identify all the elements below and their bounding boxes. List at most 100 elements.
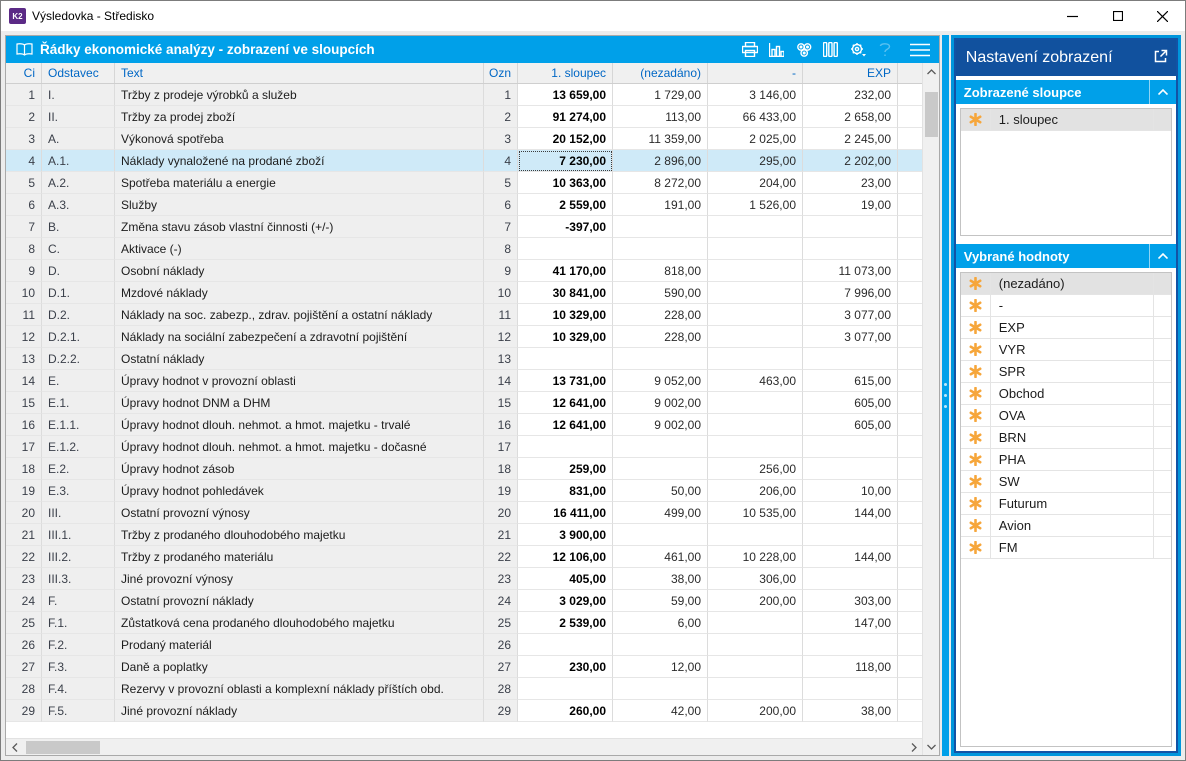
settings-button[interactable] xyxy=(844,36,871,63)
cell-nezadano[interactable]: 9 002,00 xyxy=(613,414,708,436)
horizontal-scroll-thumb[interactable] xyxy=(26,740,100,754)
cell-sloupec1[interactable]: 16 411,00 xyxy=(518,502,613,524)
cell-dash[interactable] xyxy=(708,238,803,260)
table-row[interactable]: 26 F.2. Prodaný materiál 26 xyxy=(6,634,922,656)
cell-sloupec1[interactable]: 13 659,00 xyxy=(518,84,613,106)
scroll-up-button[interactable] xyxy=(923,63,940,80)
table-row[interactable]: 27 F.3. Daně a poplatky 27 230,00 12,00 … xyxy=(6,656,922,678)
list-item[interactable]: 1. sloupec xyxy=(960,109,1171,131)
table-row[interactable]: 22 III.2. Tržby z prodaného materiálu 22… xyxy=(6,546,922,568)
scroll-right-button[interactable] xyxy=(905,739,922,756)
table-row[interactable]: 7 B. Změna stavu zásob vlastní činnosti … xyxy=(6,216,922,238)
cell-sloupec1[interactable]: 13 731,00 xyxy=(518,370,613,392)
cell-exp[interactable] xyxy=(803,634,898,656)
cell-exp[interactable]: 144,00 xyxy=(803,546,898,568)
cell-exp[interactable]: 23,00 xyxy=(803,172,898,194)
cell-nezadano[interactable]: 499,00 xyxy=(613,502,708,524)
cell-exp[interactable] xyxy=(803,216,898,238)
cell-nezadano[interactable]: 42,00 xyxy=(613,700,708,722)
cell-sloupec1[interactable]: 91 274,00 xyxy=(518,106,613,128)
cell-exp[interactable]: 11 073,00 xyxy=(803,260,898,282)
table-row[interactable]: 19 E.3. Úpravy hodnot pohledávek 19 831,… xyxy=(6,480,922,502)
cell-exp[interactable]: 144,00 xyxy=(803,502,898,524)
print-button[interactable] xyxy=(736,36,763,63)
cell-sloupec1[interactable]: 3 029,00 xyxy=(518,590,613,612)
cell-nezadano[interactable]: 59,00 xyxy=(613,590,708,612)
list-item[interactable]: SPR xyxy=(960,361,1171,383)
column-header-text[interactable]: Text xyxy=(115,63,484,83)
cell-nezadano[interactable]: 113,00 xyxy=(613,106,708,128)
cell-dash[interactable]: 1 526,00 xyxy=(708,194,803,216)
chart-button[interactable] xyxy=(763,36,790,63)
cell-dash[interactable] xyxy=(708,436,803,458)
cell-sloupec1[interactable] xyxy=(518,238,613,260)
list-item[interactable]: Futurum xyxy=(960,493,1171,515)
cell-sloupec1[interactable]: 230,00 xyxy=(518,656,613,678)
cell-nezadano[interactable]: 9 002,00 xyxy=(613,392,708,414)
vertical-scrollbar[interactable] xyxy=(922,63,939,755)
cell-nezadano[interactable] xyxy=(613,436,708,458)
table-row[interactable]: 28 F.4. Rezervy v provozní oblasti a kom… xyxy=(6,678,922,700)
cell-exp[interactable]: 3 077,00 xyxy=(803,304,898,326)
column-header-dash[interactable]: - xyxy=(708,63,803,83)
menu-button[interactable] xyxy=(906,36,933,63)
list-item[interactable]: BRN xyxy=(960,427,1171,449)
table-row[interactable]: 17 E.1.2. Úpravy hodnot dlouh. nehmot. a… xyxy=(6,436,922,458)
column-header-sloupec1[interactable]: 1. sloupec xyxy=(518,63,613,83)
table-row[interactable]: 5 A.2. Spotřeba materiálu a energie 5 10… xyxy=(6,172,922,194)
cell-dash[interactable]: 200,00 xyxy=(708,700,803,722)
cell-exp[interactable] xyxy=(803,238,898,260)
cell-dash[interactable]: 206,00 xyxy=(708,480,803,502)
cell-dash[interactable]: 306,00 xyxy=(708,568,803,590)
cell-nezadano[interactable] xyxy=(613,634,708,656)
cell-exp[interactable] xyxy=(803,348,898,370)
table-row[interactable]: 29 F.5. Jiné provozní náklady 29 260,00 … xyxy=(6,700,922,722)
cell-dash[interactable]: 10 228,00 xyxy=(708,546,803,568)
panel-splitter[interactable] xyxy=(942,35,949,756)
section-header[interactable]: Zobrazené sloupce xyxy=(955,80,1176,104)
cell-sloupec1[interactable] xyxy=(518,634,613,656)
table-row[interactable]: 15 E.1. Úpravy hodnot DNM a DHM 15 12 64… xyxy=(6,392,922,414)
column-header-ci[interactable]: Ci xyxy=(6,63,42,83)
cell-sloupec1[interactable]: 3 900,00 xyxy=(518,524,613,546)
table-row[interactable]: 21 III.1. Tržby z prodaného dlouhodobého… xyxy=(6,524,922,546)
cell-nezadano[interactable]: 6,00 xyxy=(613,612,708,634)
cell-dash[interactable] xyxy=(708,414,803,436)
cell-dash[interactable] xyxy=(708,678,803,700)
cell-dash[interactable] xyxy=(708,392,803,414)
list-item[interactable]: VYR xyxy=(960,339,1171,361)
cell-dash[interactable] xyxy=(708,216,803,238)
close-button[interactable] xyxy=(1140,1,1185,31)
cell-exp[interactable]: 605,00 xyxy=(803,392,898,414)
cell-nezadano[interactable]: 191,00 xyxy=(613,194,708,216)
scroll-left-button[interactable] xyxy=(6,739,23,756)
table-row[interactable]: 20 III. Ostatní provozní výnosy 20 16 41… xyxy=(6,502,922,524)
table-row[interactable]: 24 F. Ostatní provozní náklady 24 3 029,… xyxy=(6,590,922,612)
table-row[interactable]: 14 E. Úpravy hodnot v provozní oblasti 1… xyxy=(6,370,922,392)
cell-nezadano[interactable] xyxy=(613,348,708,370)
cell-nezadano[interactable]: 2 896,00 xyxy=(613,150,708,172)
column-header-odstavec[interactable]: Odstavec xyxy=(42,63,115,83)
list-item[interactable]: - xyxy=(960,295,1171,317)
list-item[interactable]: FM xyxy=(960,537,1171,559)
cell-exp[interactable]: 118,00 xyxy=(803,656,898,678)
cell-nezadano[interactable]: 38,00 xyxy=(613,568,708,590)
table-row[interactable]: 18 E.2. Úpravy hodnot zásob 18 259,00 25… xyxy=(6,458,922,480)
table-row[interactable]: 4 A.1. Náklady vynaložené na prodané zbo… xyxy=(6,150,922,172)
gears-button[interactable] xyxy=(790,36,817,63)
cell-exp[interactable]: 615,00 xyxy=(803,370,898,392)
list-item[interactable]: (nezadáno) xyxy=(960,273,1171,295)
cell-nezadano[interactable]: 50,00 xyxy=(613,480,708,502)
cell-dash[interactable] xyxy=(708,524,803,546)
cell-sloupec1[interactable]: 10 363,00 xyxy=(518,172,613,194)
columns-button[interactable] xyxy=(817,36,844,63)
cell-sloupec1[interactable]: 259,00 xyxy=(518,458,613,480)
cell-exp[interactable] xyxy=(803,458,898,480)
cell-sloupec1[interactable]: 12 106,00 xyxy=(518,546,613,568)
table-row[interactable]: 16 E.1.1. Úpravy hodnot dlouh. nehmot. a… xyxy=(6,414,922,436)
cell-sloupec1[interactable] xyxy=(518,348,613,370)
cell-sloupec1[interactable]: 20 152,00 xyxy=(518,128,613,150)
table-row[interactable]: 1 I. Tržby z prodeje výrobků a služeb 1 … xyxy=(6,84,922,106)
maximize-button[interactable] xyxy=(1095,1,1140,31)
table-row[interactable]: 25 F.1. Zůstatková cena prodaného dlouho… xyxy=(6,612,922,634)
